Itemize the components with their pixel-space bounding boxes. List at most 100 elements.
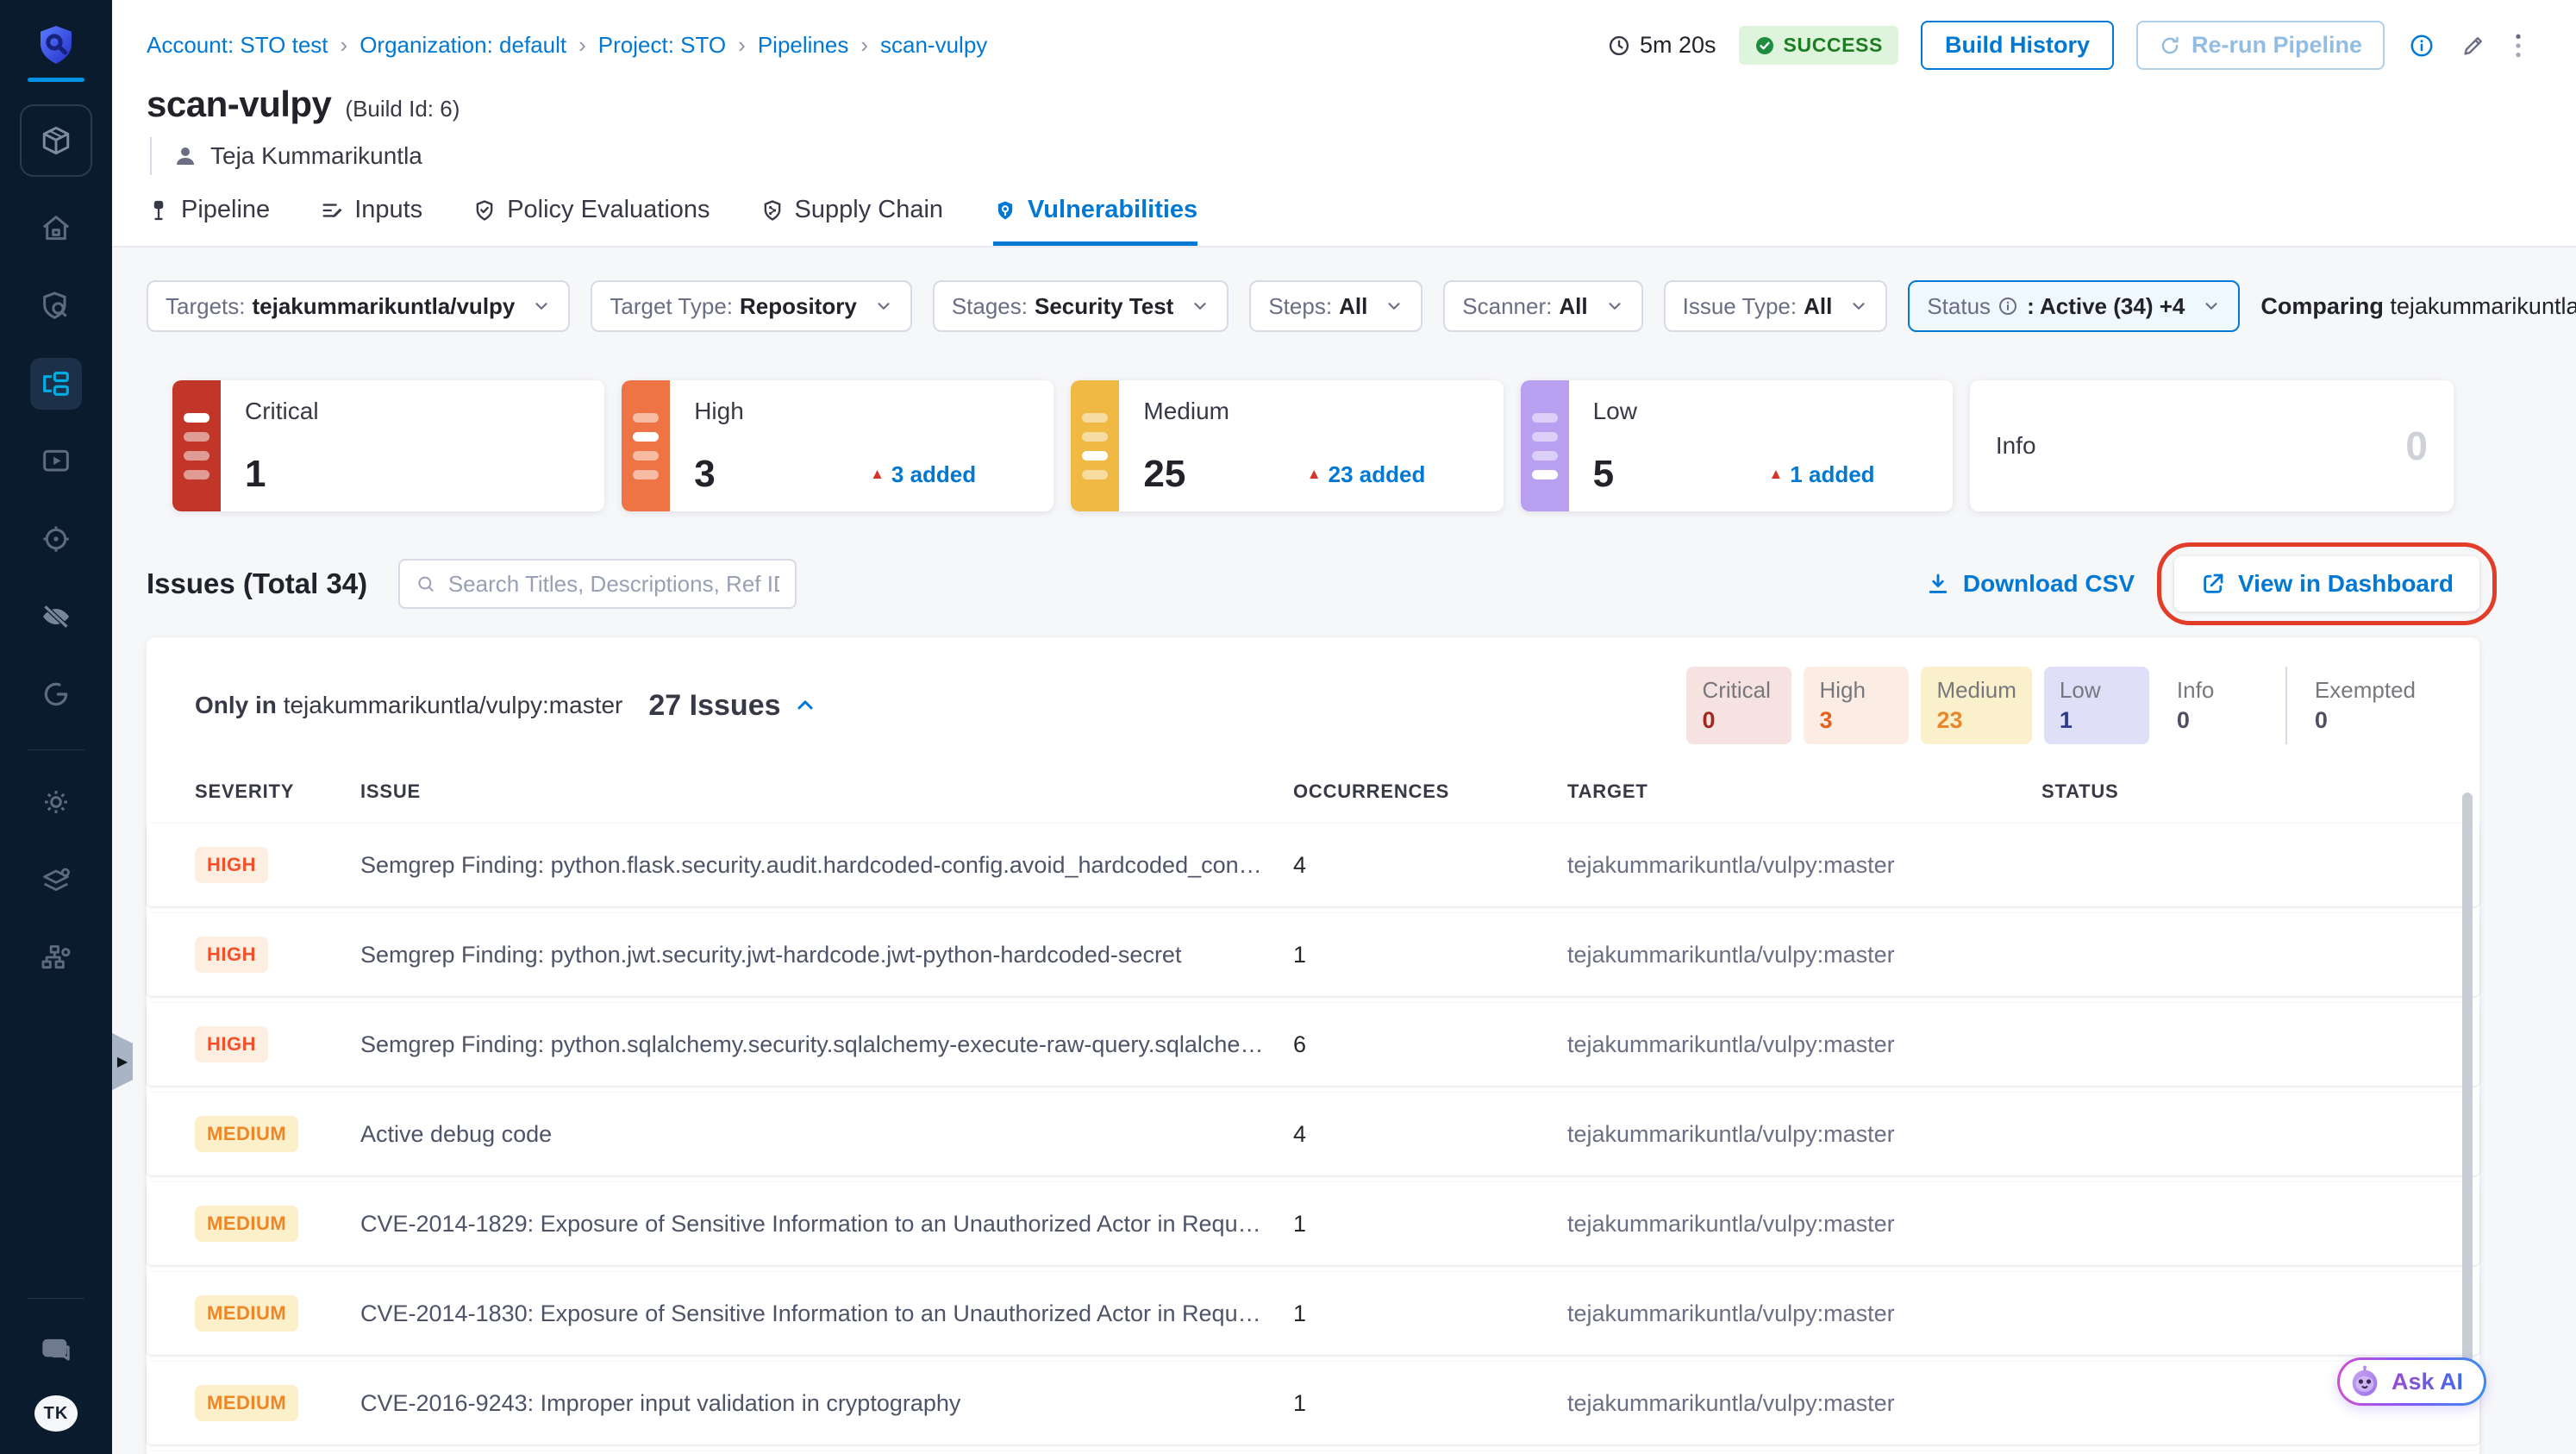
severity-summary-cards: Critical 1 High 3 ▲ 3 added Medium	[147, 380, 2479, 511]
table-row[interactable]: MEDIUM Active debug code 4 tejakummariku…	[147, 1093, 2479, 1175]
module-selector-button[interactable]	[20, 104, 92, 177]
issues-search[interactable]	[398, 559, 797, 609]
user-avatar[interactable]: TK	[34, 1395, 78, 1432]
inputs-tab-icon	[322, 203, 342, 217]
card-label: Low	[1592, 398, 1637, 424]
col-issue: ISSUE	[360, 780, 422, 802]
issue-title: CVE-2014-1830: Exposure of Sensitive Inf…	[360, 1300, 1281, 1326]
card-label: Critical	[245, 398, 319, 424]
sidebar-item-scans[interactable]	[30, 280, 82, 332]
sidebar-item-hidden-issues[interactable]	[30, 591, 82, 642]
low-card[interactable]: Low 5 ▲ 1 added	[1520, 380, 1953, 511]
sidebar-item-home[interactable]	[30, 203, 82, 254]
severity-badge: HIGH	[195, 937, 268, 973]
page-title: scan-vulpy	[147, 84, 332, 124]
triangle-up-icon: ▲	[1768, 466, 1784, 482]
table-row[interactable]: HIGH Semgrep Finding: python.sqlalchemy.…	[147, 1003, 2479, 1086]
help-chat-icon: ?	[42, 1338, 70, 1361]
issue-title: CVE-2014-1829: Exposure of Sensitive Inf…	[360, 1210, 1281, 1237]
chevron-down-icon	[1609, 303, 1621, 310]
table-row[interactable]: MEDIUM CVE-2014-1830: Exposure of Sensit…	[147, 1272, 2479, 1355]
tab-policy-evaluations[interactable]: Policy Evaluations	[472, 196, 710, 246]
target: tejakummarikuntla/vulpy:master	[1567, 941, 1895, 968]
breadcrumb-account[interactable]: Account: STO test	[147, 32, 328, 58]
sidebar-item-targets[interactable]	[30, 513, 82, 565]
occurrences: 1	[1293, 1210, 1307, 1237]
download-icon	[1929, 573, 1948, 593]
sidebar-item-exemptions[interactable]	[30, 668, 82, 720]
filter-target-type[interactable]: Target Type: Repository	[591, 280, 912, 332]
occurrences: 4	[1293, 851, 1307, 878]
info-icon	[2410, 34, 2433, 56]
more-options-button[interactable]	[2510, 30, 2526, 61]
sidebar-item-executions[interactable]	[30, 436, 82, 487]
caret-right-icon: ▶	[116, 1055, 128, 1069]
info-card[interactable]: Info 0	[1969, 380, 2454, 511]
sidebar-item-settings[interactable]	[30, 776, 82, 828]
table-row[interactable]: MEDIUM CVE-2014-1829: Exposure of Sensit…	[147, 1182, 2479, 1265]
table-scrollbar[interactable]	[2462, 793, 2473, 1401]
card-count: 3	[694, 453, 716, 495]
critical-card[interactable]: Critical 1	[172, 380, 605, 511]
occurrences: 1	[1293, 1300, 1307, 1326]
breadcrumb-project[interactable]: Project: STO	[597, 32, 727, 58]
filter-steps[interactable]: Steps: All	[1249, 280, 1423, 332]
ask-ai-button[interactable]: Ask AI	[2337, 1357, 2486, 1406]
download-csv-button[interactable]: Download CSV	[1925, 570, 2135, 598]
tab-vulnerabilities[interactable]: Vulnerabilities	[993, 196, 1198, 246]
chevron-down-icon	[878, 303, 890, 310]
sidebar-item-account-settings[interactable]	[30, 931, 82, 983]
org-chart-gear-icon	[41, 945, 71, 969]
filter-status[interactable]: Status : Active (34) +4	[1908, 280, 2241, 332]
breadcrumb-current[interactable]: scan-vulpy	[880, 32, 988, 58]
table-row[interactable]: HIGH Semgrep Finding: python.flask.secur…	[147, 824, 2479, 906]
sidebar-item-help[interactable]: ?	[30, 1325, 82, 1376]
sidebar-divider	[28, 749, 84, 750]
breadcrumb-pipelines[interactable]: Pipelines	[757, 32, 849, 58]
filter-issue-type[interactable]: Issue Type: All	[1663, 280, 1888, 332]
severity-badges-summary: Critical 0 High 3 Medium 23 Low 1 Info 0	[1674, 667, 2431, 744]
rerun-pipeline-button[interactable]: Re-run Pipeline	[2135, 21, 2385, 70]
medium-card[interactable]: Medium 25 ▲ 23 added	[1071, 380, 1504, 511]
filter-bar: Targets: tejakummarikuntla/vulpy Target T…	[147, 280, 2576, 332]
edit-pipeline-button[interactable]	[2459, 31, 2488, 60]
build-history-button[interactable]: Build History	[1920, 21, 2114, 70]
triangle-up-icon: ▲	[1306, 466, 1322, 482]
card-count: 5	[1592, 453, 1615, 495]
clock-icon	[1609, 35, 1629, 55]
filter-scanner[interactable]: Scanner: All	[1443, 280, 1643, 332]
sidebar-expand-handle[interactable]: ▶	[112, 1033, 133, 1090]
info-button[interactable]	[2407, 31, 2436, 60]
tab-inputs[interactable]: Inputs	[320, 196, 422, 246]
table-row[interactable]: HIGH Semgrep Finding: python.jwt.securit…	[147, 913, 2479, 996]
sidebar-item-project-settings[interactable]	[30, 854, 82, 906]
tab-pipeline[interactable]: Pipeline	[147, 196, 270, 246]
critical-meter-icon	[172, 380, 221, 511]
target: tejakummarikuntla/vulpy:master	[1567, 1389, 1895, 1416]
chevron-down-icon	[1194, 303, 1206, 310]
high-card[interactable]: High 3 ▲ 3 added	[622, 380, 1054, 511]
view-in-dashboard-button[interactable]: View in Dashboard	[2174, 556, 2479, 611]
svg-text:?: ?	[51, 1342, 59, 1356]
sidebar-item-pipelines[interactable]	[30, 358, 82, 410]
filter-targets[interactable]: Targets: tejakummarikuntla/vulpy	[147, 280, 571, 332]
occurrences: 4	[1293, 1120, 1307, 1147]
harness-sto-logo-icon[interactable]	[35, 24, 77, 66]
table-row[interactable]: MEDIUM CVE-2016-9243: Improper input val…	[147, 1362, 2479, 1445]
top-header: Account: STO test › Organization: default…	[112, 0, 2576, 70]
search-input[interactable]	[447, 570, 780, 598]
tab-supply-chain[interactable]: Supply Chain	[760, 196, 943, 246]
occurrences: 1	[1293, 941, 1307, 968]
table-row[interactable]: MEDIUM	[147, 1451, 2479, 1454]
ask-ai-label: Ask AI	[2391, 1368, 2463, 1394]
target: tejakummarikuntla/vulpy:master	[1567, 1031, 1895, 1057]
filter-stages[interactable]: Stages: Security Test	[932, 280, 1229, 332]
triangle-up-icon: ▲	[870, 466, 885, 482]
layers-gear-icon	[43, 868, 70, 892]
triggered-by: Teja Kummarikuntla	[150, 137, 2576, 175]
badge-critical: Critical 0	[1686, 667, 1792, 744]
user-icon	[177, 147, 194, 165]
group-collapse-toggle[interactable]: 27 Issues	[648, 689, 816, 723]
info-icon	[1999, 298, 2017, 315]
breadcrumb-organization[interactable]: Organization: default	[360, 32, 567, 58]
